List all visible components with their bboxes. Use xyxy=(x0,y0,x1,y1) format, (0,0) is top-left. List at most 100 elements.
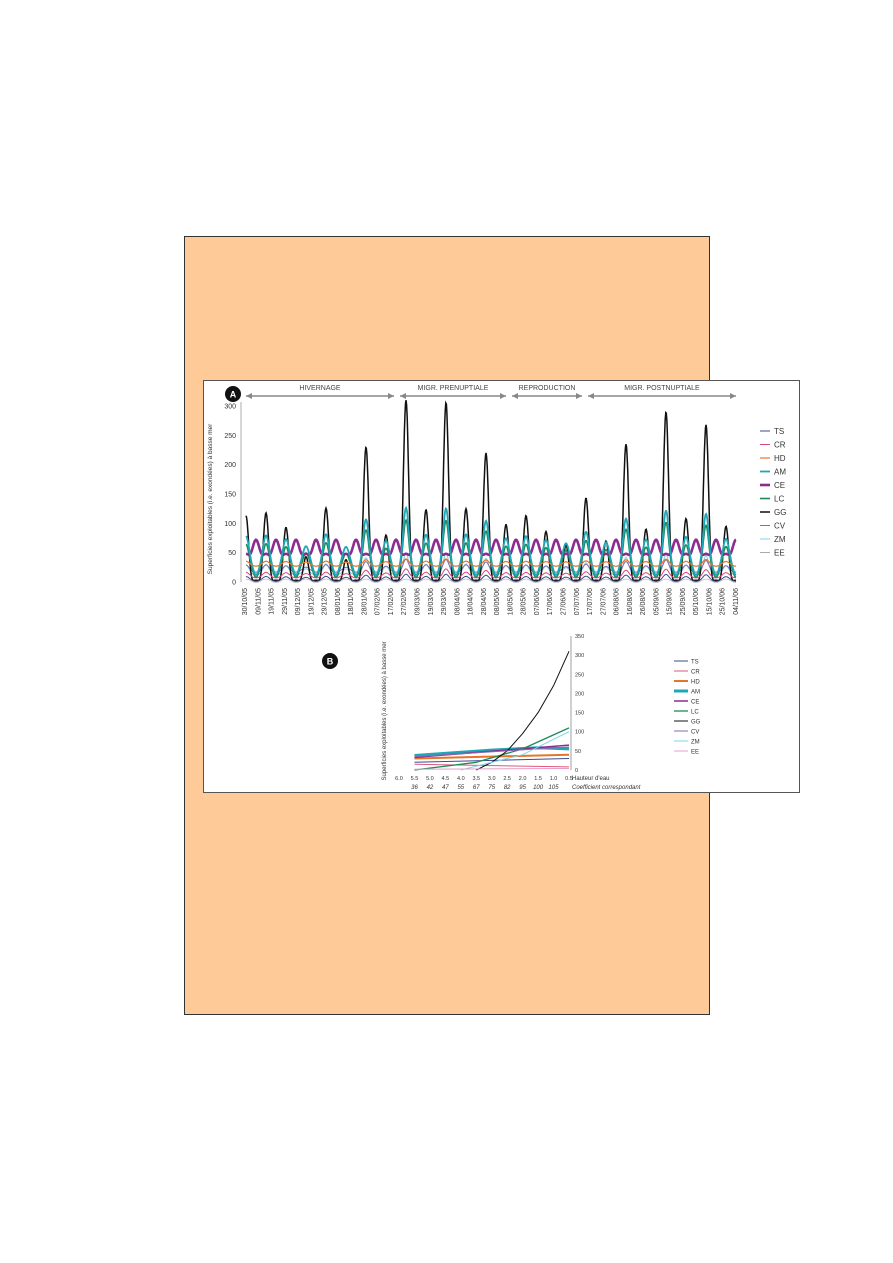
b-coefficient-label: 36 xyxy=(411,785,418,791)
period-label: MIGR. POSTNUPTIALE xyxy=(624,385,700,392)
series-line-hd xyxy=(246,558,737,567)
legend-label: ZM xyxy=(774,535,786,544)
period-label-bg xyxy=(517,383,577,392)
b-y-axis-label: Superficies exploitables (i.e. exondées)… xyxy=(382,641,388,780)
x-tick-label: 28/04/06 xyxy=(481,588,488,615)
legend-label: CR xyxy=(774,441,786,450)
figure-frame: A HIVERNAGE MIGR. PRENUPTIALE REPRODUCTION M… xyxy=(203,380,800,793)
legend-label: LC xyxy=(774,495,784,504)
b-coefficient-label: 95 xyxy=(519,785,526,791)
period-arrow-head xyxy=(576,393,582,399)
x-tick-label: 17/02/06 xyxy=(388,588,395,615)
x-tick-label: 29/12/05 xyxy=(322,588,329,615)
b-x2-axis-label: Coefficient correspondant xyxy=(572,785,641,791)
x-tick-label: 18/04/06 xyxy=(468,588,475,615)
b-x-tick-label: 1.0 xyxy=(550,776,558,782)
x-tick-label: 26/08/06 xyxy=(640,588,647,615)
b-legend-label: TS xyxy=(691,660,699,666)
legend-label: CV xyxy=(774,522,786,531)
x-tick-label: 30/10/05 xyxy=(242,588,249,615)
y-tick-label: 150 xyxy=(224,492,236,499)
legend-label: EE xyxy=(774,549,785,558)
y-tick-label: 250 xyxy=(224,433,236,440)
legend-label: HD xyxy=(774,454,786,463)
x-tick-label: 17/06/06 xyxy=(547,588,554,615)
b-coefficient-label: 82 xyxy=(504,785,511,791)
b-series-line-cv xyxy=(414,746,570,758)
x-tick-label: 05/09/06 xyxy=(653,588,660,615)
x-tick-label: 07/06/06 xyxy=(534,588,541,615)
x-tick-label: 09/12/05 xyxy=(295,588,302,615)
b-series-line-cr xyxy=(414,763,570,768)
x-tick-label: 04/11/06 xyxy=(733,588,740,615)
x-tick-label: 19/03/06 xyxy=(428,588,435,615)
x-tick-label: 07/02/06 xyxy=(375,588,382,615)
period-arrow-head xyxy=(246,393,252,399)
legend-label: TS xyxy=(774,427,784,436)
x-tick-label: 18/05/06 xyxy=(507,588,514,615)
y-tick-label: 100 xyxy=(224,521,236,528)
b-y-tick-label: 0 xyxy=(575,768,578,774)
b-coefficient-label: 42 xyxy=(427,785,434,791)
x-tick-label: 28/01/06 xyxy=(361,588,368,615)
x-tick-label: 25/10/06 xyxy=(720,588,727,615)
panel-a-label-badge xyxy=(225,386,241,402)
b-legend-label: CR xyxy=(691,670,700,676)
b-coefficient-label: 55 xyxy=(457,785,464,791)
b-x-tick-label: 2.0 xyxy=(519,776,527,782)
b-y-tick-label: 200 xyxy=(575,691,584,697)
b-coefficient-label: 75 xyxy=(488,785,495,791)
x-tick-label: 29/03/06 xyxy=(441,588,448,615)
period-arrow-head xyxy=(588,393,594,399)
b-series-line-hd xyxy=(414,753,570,760)
x-tick-label: 09/11/05 xyxy=(255,588,262,615)
b-legend-label: LC xyxy=(691,710,699,716)
b-y-tick-label: 150 xyxy=(575,711,584,717)
b-series-line-zm xyxy=(460,731,570,771)
b-coefficient-label: 67 xyxy=(473,785,480,791)
x-tick-label: 06/08/06 xyxy=(614,588,621,615)
b-x-axis-label: Hauteur d'eau xyxy=(572,776,610,782)
x-tick-label: 27/06/06 xyxy=(560,588,567,615)
b-x-tick-label: 6.0 xyxy=(395,776,403,782)
period-label-bg xyxy=(413,383,493,392)
panel-a-label: A xyxy=(230,390,237,400)
series-line-cr xyxy=(245,568,736,579)
b-legend-label: GG xyxy=(691,720,701,726)
b-y-tick-label: 50 xyxy=(575,749,581,755)
b-coefficient-label: 100 xyxy=(533,785,544,791)
b-y-tick-label: 300 xyxy=(575,653,584,659)
b-y-tick-label: 250 xyxy=(575,672,584,678)
legend-label: GG xyxy=(774,508,786,517)
b-x-tick-label: 0.5 xyxy=(565,776,573,782)
period-label-bg xyxy=(297,383,343,392)
x-tick-label: 27/07/06 xyxy=(600,588,607,615)
x-tick-label: 28/05/06 xyxy=(521,588,528,615)
b-legend-label: CV xyxy=(691,730,699,736)
x-tick-label: 08/04/06 xyxy=(454,588,461,615)
y-tick-label: 50 xyxy=(228,550,236,557)
period-arrow-head xyxy=(388,393,394,399)
b-x-tick-label: 1.5 xyxy=(534,776,542,782)
b-legend-label: ZM xyxy=(691,740,700,746)
b-x-tick-label: 4.5 xyxy=(442,776,450,782)
b-legend-label: AM xyxy=(691,690,700,696)
x-tick-label: 29/11/05 xyxy=(282,588,289,615)
x-tick-label: 18/01/06 xyxy=(348,588,355,615)
x-tick-label: 05/10/06 xyxy=(693,588,700,615)
b-legend-label: CE xyxy=(691,700,699,706)
b-x-tick-label: 4.0 xyxy=(457,776,465,782)
period-label-bg xyxy=(620,383,704,392)
x-tick-label: 08/01/06 xyxy=(335,588,342,615)
b-coefficient-label: 47 xyxy=(442,785,449,791)
y-tick-label: 200 xyxy=(224,462,236,469)
series-line-ee xyxy=(246,578,736,583)
y-axis-label: Superficies exploitables (i.e. exondées)… xyxy=(207,423,214,574)
series-line-am xyxy=(245,505,737,577)
x-tick-label: 27/02/06 xyxy=(401,588,408,615)
x-tick-label: 19/11/05 xyxy=(269,588,276,615)
b-legend-label: HD xyxy=(691,680,700,686)
b-y-tick-label: 350 xyxy=(575,634,584,640)
b-x-tick-label: 5.5 xyxy=(411,776,419,782)
b-x-tick-label: 3.0 xyxy=(488,776,496,782)
